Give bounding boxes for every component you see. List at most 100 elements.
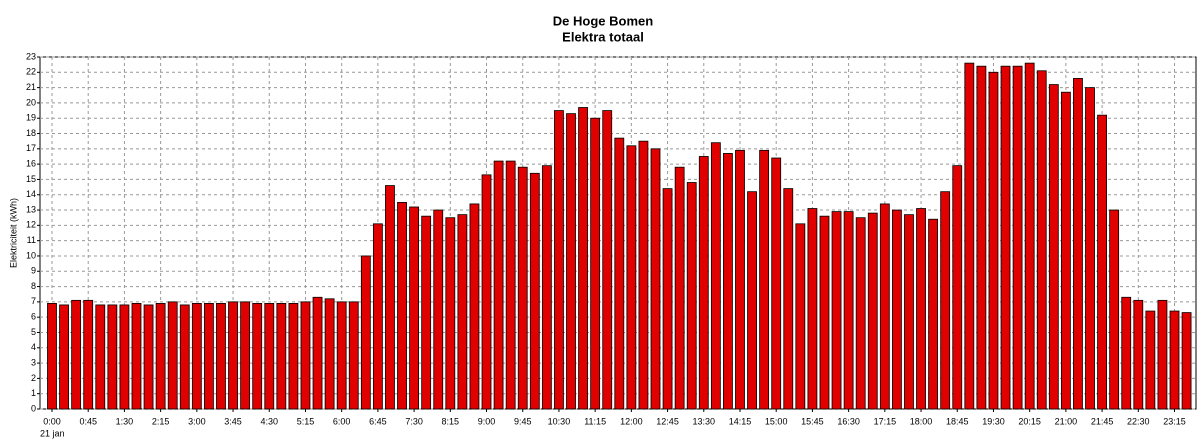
bar — [795, 223, 806, 410]
bar — [204, 302, 214, 410]
bar — [1109, 209, 1120, 410]
bar — [372, 223, 383, 410]
bar — [626, 145, 637, 410]
bar — [602, 110, 613, 410]
x-tick-label: 17:15 — [874, 416, 897, 426]
bar — [698, 156, 709, 410]
x-tick-label: 9:45 — [514, 416, 532, 426]
bar — [445, 217, 456, 410]
bar — [807, 208, 818, 410]
y-tick-label: 4 — [31, 342, 36, 352]
bar — [843, 211, 854, 410]
bar — [119, 304, 130, 410]
bar — [433, 209, 444, 410]
x-tick-label: 10:30 — [548, 416, 571, 426]
bar — [578, 107, 588, 410]
bar — [747, 191, 757, 410]
bar — [964, 62, 975, 410]
bar — [1133, 299, 1144, 410]
y-tick-label: 15 — [26, 174, 36, 184]
bar — [493, 160, 504, 410]
bar — [759, 149, 770, 410]
bar — [988, 71, 999, 410]
bar — [1169, 310, 1180, 410]
x-tick-label: 18:45 — [946, 416, 969, 426]
bar — [541, 165, 552, 410]
x-tick-label: 0:00 — [43, 416, 61, 426]
bar — [638, 140, 649, 410]
bar — [916, 208, 926, 410]
bar — [167, 301, 178, 410]
x-tick-label: 21:00 — [1055, 416, 1078, 426]
bar — [517, 166, 528, 410]
x-tick-label: 12:00 — [620, 416, 643, 426]
bar — [360, 255, 371, 410]
bar — [155, 302, 166, 410]
bar — [590, 117, 601, 410]
y-tick-label: 22 — [26, 67, 36, 77]
bar — [83, 299, 94, 410]
y-tick-label: 10 — [26, 250, 36, 260]
bar — [300, 301, 311, 410]
bar — [1145, 310, 1156, 410]
bar — [1024, 62, 1035, 410]
x-tick-label: 22:30 — [1127, 416, 1150, 426]
bar — [1157, 299, 1168, 410]
bar — [505, 160, 516, 410]
bar — [1073, 78, 1083, 410]
y-tick-label: 2 — [31, 373, 36, 383]
bar — [1121, 296, 1132, 410]
y-tick-label: 7 — [31, 296, 36, 306]
y-tick-label: 16 — [26, 159, 36, 169]
bar — [240, 301, 251, 410]
bar — [662, 188, 673, 410]
bar — [252, 302, 263, 410]
x-tick-label: 0:45 — [79, 416, 97, 426]
bar — [288, 302, 299, 410]
bar — [771, 157, 782, 410]
y-tick-label: 6 — [31, 312, 36, 322]
y-tick-label: 14 — [26, 189, 36, 199]
bar — [397, 201, 407, 410]
x-tick-label: 4:30 — [260, 416, 278, 426]
bar — [324, 298, 335, 410]
bar — [1012, 65, 1023, 410]
bar — [131, 302, 142, 410]
bar — [976, 65, 987, 410]
y-tick-label: 18 — [26, 128, 36, 138]
y-tick-label: 19 — [26, 113, 36, 123]
bar — [783, 188, 794, 410]
y-axis-label: Elektriciteit (kWh) — [8, 198, 18, 268]
bar — [312, 296, 323, 410]
y-tick-label: 23 — [26, 51, 36, 61]
y-tick-label: 13 — [26, 204, 36, 214]
y-tick-label: 0 — [31, 403, 36, 413]
bar — [385, 185, 395, 410]
bar — [191, 302, 202, 410]
bar — [529, 172, 540, 410]
x-tick-label: 15:45 — [801, 416, 824, 426]
y-tick-label: 9 — [31, 266, 36, 276]
bar — [952, 165, 963, 410]
x-tick-label: 14:15 — [729, 416, 752, 426]
bar — [95, 304, 106, 410]
y-tick-label: 21 — [26, 82, 36, 92]
bar — [879, 203, 890, 410]
bar — [867, 212, 878, 410]
bar — [928, 218, 939, 410]
chart-title: De Hoge Bomen — [553, 13, 653, 28]
x-tick-label: 23:15 — [1163, 416, 1186, 426]
bar — [614, 137, 625, 410]
bar — [1060, 91, 1071, 410]
x-tick-label: 2:15 — [152, 416, 170, 426]
x-tick-label: 9:00 — [478, 416, 496, 426]
bar — [892, 209, 902, 410]
bar — [457, 214, 468, 410]
x-tick-label: 20:15 — [1018, 416, 1041, 426]
x-tick-label: 5:15 — [297, 416, 315, 426]
bar — [1036, 70, 1047, 410]
bar — [554, 110, 564, 410]
bar — [47, 302, 57, 410]
y-tick-label: 8 — [31, 281, 36, 291]
